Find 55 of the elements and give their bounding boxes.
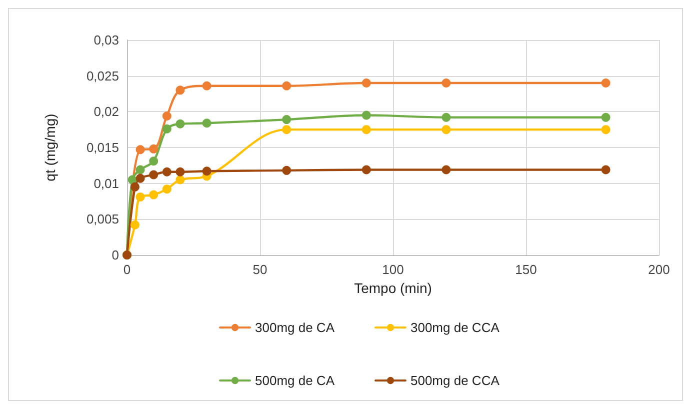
point xyxy=(282,81,292,90)
point xyxy=(176,86,185,95)
x-tick-label: 200 xyxy=(648,262,670,277)
point xyxy=(130,182,140,192)
point xyxy=(136,165,145,174)
y-tick-label: 0,015 xyxy=(86,140,119,155)
point xyxy=(362,165,371,174)
point xyxy=(362,110,371,120)
point xyxy=(202,81,212,90)
legend-label: 500mg de CCA xyxy=(410,373,500,388)
point xyxy=(442,165,451,174)
point xyxy=(149,156,158,166)
x-axis-title: Tempo (min) xyxy=(354,280,432,296)
point xyxy=(176,119,185,128)
point xyxy=(149,170,158,180)
y-tick-label: 0 xyxy=(112,248,119,262)
point xyxy=(362,125,371,134)
point xyxy=(601,112,610,122)
point xyxy=(282,125,292,134)
y-tick-label: 0,01 xyxy=(94,176,119,191)
point xyxy=(130,220,140,230)
legend-label: 300mg de CCA xyxy=(410,320,500,335)
point xyxy=(162,124,172,134)
point xyxy=(442,78,451,88)
y-tick-label: 0,03 xyxy=(94,32,119,48)
point xyxy=(601,78,610,88)
x-tick-label: 150 xyxy=(515,262,537,277)
point xyxy=(176,175,185,184)
point xyxy=(136,192,145,202)
point xyxy=(442,112,451,122)
x-tick-label: 0 xyxy=(123,262,131,277)
legend-label: 500mg de CA xyxy=(255,373,335,388)
point xyxy=(162,111,172,120)
point xyxy=(162,167,172,176)
point xyxy=(601,165,610,174)
point xyxy=(442,125,451,134)
point xyxy=(149,144,158,154)
point xyxy=(136,145,145,154)
point xyxy=(202,166,212,176)
x-tick-label: 50 xyxy=(252,262,268,277)
point xyxy=(176,167,185,176)
y-tick-label: 0,02 xyxy=(94,104,119,120)
point xyxy=(202,118,212,128)
y-tick-label: 0,005 xyxy=(86,212,119,227)
point xyxy=(282,166,292,175)
point xyxy=(601,125,610,134)
point xyxy=(149,190,158,200)
point xyxy=(136,174,145,183)
y-tick-label: 0,025 xyxy=(86,68,119,84)
legend-label: 300mg de CA xyxy=(255,320,335,335)
x-tick-label: 100 xyxy=(382,262,404,277)
y-axis-title: qt (mg/mg) xyxy=(42,114,58,182)
point xyxy=(282,115,292,124)
point xyxy=(162,184,172,194)
point xyxy=(362,78,371,88)
